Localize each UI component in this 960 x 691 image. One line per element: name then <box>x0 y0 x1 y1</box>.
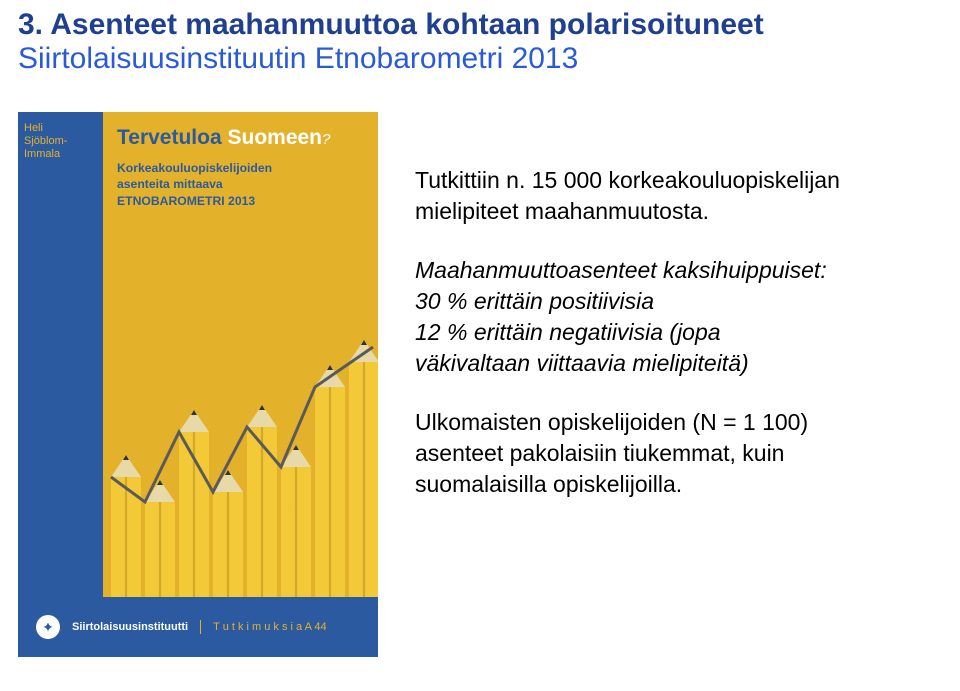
cover-title-qmark: ? <box>322 131 330 148</box>
cover-sub-2: asenteita mittaava <box>117 177 223 191</box>
author-first: Heli <box>24 122 43 134</box>
publication-series: T u t k i m u k s i a A 44 <box>213 621 327 633</box>
pencil-bar <box>315 387 345 597</box>
publisher-name: Siirtolaisuusinstituutti <box>72 621 188 633</box>
pencil-bar <box>281 467 311 597</box>
footer-divider <box>200 620 201 634</box>
cover-footer: ✦ Siirtolaisuusinstituutti T u t k i m u… <box>18 597 378 657</box>
p2-line-a: Maahanmuuttoasenteet kaksihuippuiset: <box>415 257 827 283</box>
pencil-bar <box>145 502 175 597</box>
paragraph-3: Ulkomaisten opiskelijoiden (N = 1 100) a… <box>415 407 945 500</box>
cover-title-word-1: Tervetuloa <box>117 126 227 149</box>
paragraph-1: Tutkittiin n. 15 000 korkeakouluopiskeli… <box>415 165 945 227</box>
cover-sub-1: Korkeakouluopiskelijoiden <box>117 161 272 175</box>
p2-line-c: 12 % erittäin negatiivisia (jopa <box>415 319 721 345</box>
p3-line-a: Ulkomaisten opiskelijoiden (N = 1 100) <box>415 409 808 435</box>
cover-front: Tervetuloa Suomeen? Korkeakouluopiskelij… <box>103 112 378 597</box>
pencil-chart <box>103 297 378 597</box>
p2-line-d: väkivaltaan viittaavia mielipiteitä) <box>415 350 749 376</box>
p2-line-b: 30 % erittäin positiivisia <box>415 288 654 314</box>
slide-body: Tutkittiin n. 15 000 korkeakouluopiskeli… <box>415 165 945 528</box>
pencil-bar <box>179 432 209 597</box>
pencil-bar <box>213 492 243 597</box>
p3-line-c: suomalaisilla opiskelijoilla. <box>415 471 682 497</box>
publisher-logo-icon: ✦ <box>36 615 60 639</box>
slide-heading: 3. Asenteet maahanmuuttoa kohtaan polari… <box>18 8 942 76</box>
paragraph-2: Maahanmuuttoasenteet kaksihuippuiset: 30… <box>415 255 945 379</box>
p3-line-b: asenteet pakolaisiin tiukemmat, kuin <box>415 440 784 466</box>
author-last: Sjöblom-Immala <box>24 135 67 160</box>
book-cover: Heli Sjöblom-Immala Tervetuloa Suomeen? … <box>18 112 378 657</box>
heading-line-2: Siirtolaisuusinstituutin Etnobarometri 2… <box>18 42 942 76</box>
cover-title-word-2: Suomeen <box>227 126 322 149</box>
cover-subtitle: Korkeakouluopiskelijoiden asenteita mitt… <box>103 160 378 209</box>
heading-line-1: 3. Asenteet maahanmuuttoa kohtaan polari… <box>18 8 942 42</box>
cover-title: Tervetuloa Suomeen? <box>103 112 378 154</box>
pencil-bar <box>111 477 141 597</box>
p1-line-a: Tutkittiin n. 15 000 korkeakouluopiskeli… <box>415 167 840 193</box>
pencil-bar <box>349 362 378 597</box>
cover-spine: Heli Sjöblom-Immala <box>18 112 103 597</box>
p1-line-b: mielipiteet maahanmuutosta. <box>415 198 709 224</box>
pencil-bar <box>247 427 277 597</box>
cover-author: Heli Sjöblom-Immala <box>24 122 103 162</box>
logo-glyph: ✦ <box>42 619 54 636</box>
cover-sub-3: ETNOBAROMETRI 2013 <box>117 194 255 208</box>
